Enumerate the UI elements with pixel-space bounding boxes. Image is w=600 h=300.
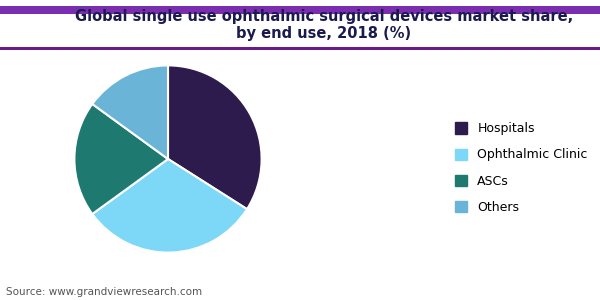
Wedge shape (92, 65, 168, 159)
Wedge shape (92, 159, 247, 253)
Wedge shape (74, 104, 168, 214)
Wedge shape (168, 65, 262, 209)
Text: Global single use ophthalmic surgical devices market share,
by end use, 2018 (%): Global single use ophthalmic surgical de… (75, 9, 573, 41)
Legend: Hospitals, Ophthalmic Clinic, ASCs, Others: Hospitals, Ophthalmic Clinic, ASCs, Othe… (455, 122, 588, 214)
Text: Source: www.grandviewresearch.com: Source: www.grandviewresearch.com (6, 287, 202, 297)
